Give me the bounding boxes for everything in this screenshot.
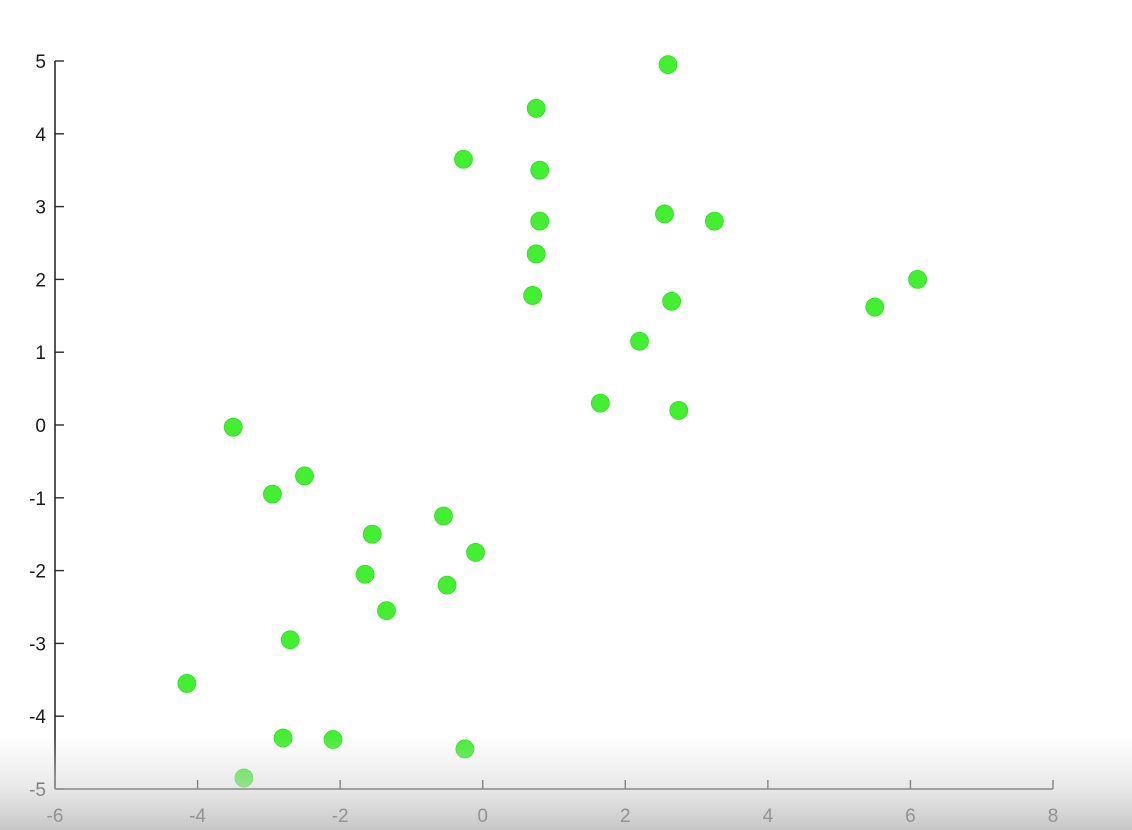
data-point xyxy=(323,730,343,749)
data-point xyxy=(669,401,689,420)
y-tick-label: 3 xyxy=(35,198,46,219)
y-tick-label: 0 xyxy=(35,416,46,437)
y-tick-label: 5 xyxy=(35,52,46,73)
data-point xyxy=(362,524,382,544)
data-point xyxy=(177,674,197,693)
data-point xyxy=(662,291,682,311)
data-point xyxy=(434,506,453,526)
data-point xyxy=(437,575,457,595)
x-tick-label: -2 xyxy=(332,806,349,827)
y-tick-label: 2 xyxy=(35,270,46,291)
data-point xyxy=(908,269,927,289)
data-point xyxy=(655,204,674,224)
data-point xyxy=(466,543,485,562)
x-tick-label: -6 xyxy=(47,806,64,827)
data-point xyxy=(630,331,649,351)
x-tick-label: 6 xyxy=(905,806,916,827)
data-point xyxy=(590,393,610,413)
axes xyxy=(54,61,1053,790)
data-point xyxy=(530,211,550,231)
x-tick-label: 2 xyxy=(620,806,631,827)
y-tick-label: -5 xyxy=(29,780,46,801)
y-tick-label: -1 xyxy=(29,489,46,510)
y-tick-label: 1 xyxy=(35,343,46,364)
data-point xyxy=(234,768,254,788)
y-tick-label: -3 xyxy=(29,634,46,655)
data-point xyxy=(704,211,724,231)
x-tick-label: 8 xyxy=(1048,806,1059,827)
y-tick-label: -4 xyxy=(29,707,46,728)
x-tick-label: 0 xyxy=(477,806,488,827)
data-point xyxy=(865,297,885,317)
data-point xyxy=(526,98,546,118)
data-point xyxy=(377,601,396,621)
data-point xyxy=(295,466,314,486)
data-point xyxy=(523,286,543,305)
data-point xyxy=(223,417,243,437)
data-point xyxy=(526,244,546,264)
data-point xyxy=(263,484,282,504)
data-point xyxy=(273,728,293,748)
data-point xyxy=(355,564,375,584)
data-point xyxy=(454,149,473,169)
data-point xyxy=(530,160,550,180)
data-point xyxy=(455,739,475,759)
y-tick-label: 4 xyxy=(35,125,46,146)
x-tick-label: 4 xyxy=(763,806,774,827)
data-point xyxy=(280,630,300,650)
y-tick-label: -2 xyxy=(29,562,46,583)
data-points xyxy=(177,55,927,788)
data-point xyxy=(658,55,678,75)
x-tick-label: -4 xyxy=(189,806,206,827)
